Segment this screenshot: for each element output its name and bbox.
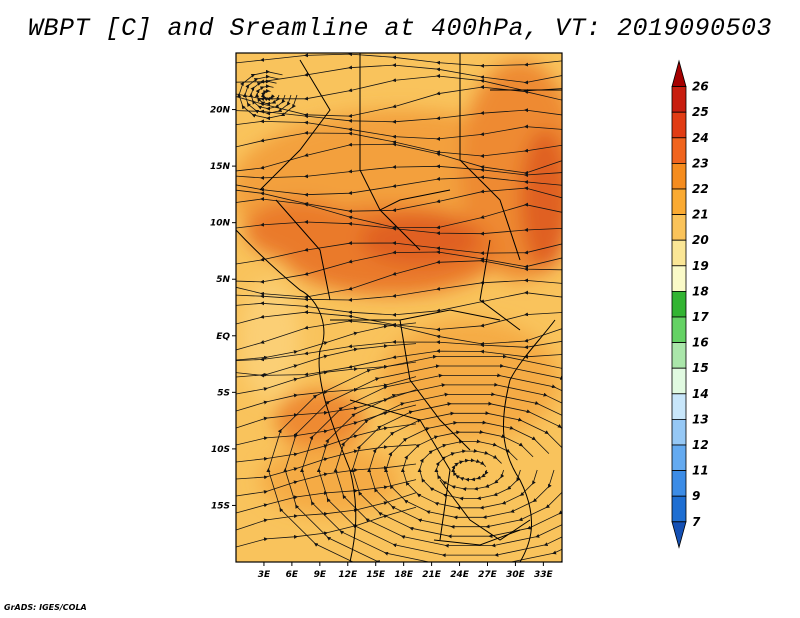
lon-tick-label: 15E [366,570,386,580]
lon-tick-label: 27E [478,570,498,580]
lon-tick-label: 33E [534,570,554,580]
lat-tick-label: 10N [210,219,231,229]
colorbar-swatch [671,444,687,472]
colorbar-level-label: 16 [692,336,709,350]
lat-tick-label: 5S [217,388,230,398]
border-11 [275,199,331,301]
border-3 [259,59,331,191]
colorbar-swatch [671,393,687,420]
colorbar-swatch [671,342,687,369]
colorbar-level-label: 12 [692,438,709,452]
colorbar-level-label: 25 [692,105,709,119]
colorbar-level-label: 20 [692,233,709,247]
coastline-west [236,229,357,562]
lon-tick-label: 6E [286,570,299,580]
colorbar-swatch [671,162,687,190]
colorbar-swatch [671,470,687,497]
colorbar-level-label: 15 [692,361,709,375]
colorbar-level-label: 22 [692,182,709,196]
lat-tick-label: EQ [216,332,230,342]
chart-title: WBPT [C] and Sreamline at 400hPa, VT: 20… [27,14,773,43]
colorbar-level-label: 13 [692,412,709,426]
colorbar-level-label: 21 [692,208,709,222]
colorbar-level-label: 26 [692,80,709,94]
streamlines [236,53,562,562]
wbpt-warm-se [380,320,560,440]
colorbar-level-label: 14 [692,387,709,401]
lon-tick-label: 3E [258,570,271,580]
colorbar-level-label: 11 [692,464,709,478]
colorbar-level-label: 7 [692,515,701,529]
streamline [236,506,417,548]
border-4 [330,309,501,321]
colorbar-swatch [671,111,687,139]
colorbar-level-label: 18 [692,284,709,298]
lat-tick-label: 20N [210,106,231,116]
border-12 [433,529,521,546]
country-borders [236,53,562,562]
colorbar-swatch [671,367,687,395]
border-10 [379,189,451,211]
colorbar-level-label: 23 [692,156,709,170]
colorbar-swatch [671,188,687,216]
colorbar-swatch [671,495,687,523]
colorbar-swatch [671,214,687,241]
colorbar-top-arrow [671,59,687,87]
lon-tick-label: 18E [394,570,414,580]
map-panel [236,53,562,562]
colorbar-level-label: 19 [692,259,709,273]
lon-tick-label: 9E [314,570,327,580]
border-7 [479,239,521,331]
colorbar-swatch [671,418,687,446]
coastline-east [503,319,556,562]
streamline [236,219,562,236]
colorbar-bottom-arrow [671,521,687,549]
wbpt-hottest-east [520,130,562,270]
border-8 [439,479,531,541]
border-1 [359,53,421,251]
lon-tick-label: 21E [422,570,442,580]
colorbar-swatch [671,290,687,318]
map-axes: 3E 6E 9E 12E 15E 18E 21E 24E 27E 30E 33E 20N 15N 10N 5… [210,106,554,580]
lon-tick-label: 12E [338,570,358,580]
colorbar-level-label: 9 [692,489,700,503]
lon-tick-label: 30E [506,570,526,580]
lat-tick-label: 15N [210,162,231,172]
colorbar-swatch [671,316,687,344]
border-5 [399,319,471,451]
colorbar-level-label: 24 [692,131,709,145]
lat-tick-label: 10S [211,445,230,455]
colorbar-swatch [671,137,687,164]
colorbar-swatch [671,239,687,267]
colorbar: 26 25 24 23 22 21 20 19 18 17 16 15 14 13 12 11 9 7 [671,59,709,549]
colorbar-swatch [671,86,687,113]
streamline-vortex [237,69,298,121]
lat-tick-label: 15S [211,501,230,511]
border-2 [459,53,521,261]
colorbar-swatch [671,265,687,292]
lon-tick-label: 24E [450,570,470,580]
credit-label: GrADS: IGES/COLA [4,603,87,612]
map-frame [235,52,563,563]
colorbar-level-label: 17 [692,310,709,324]
lat-tick-label: 5N [216,275,230,285]
wbpt-warm-sw [275,390,365,450]
border-6 [349,399,451,541]
